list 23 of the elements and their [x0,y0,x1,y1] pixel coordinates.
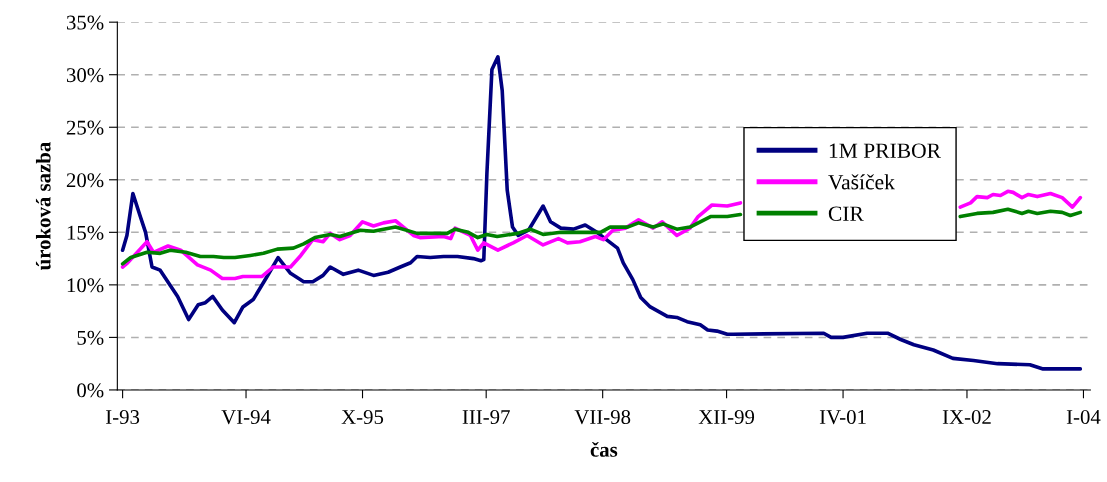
x-tick-label: III-97 [462,410,510,425]
x-tick-label: XII-99 [698,410,755,425]
x-tick-label: IV-01 [819,409,866,425]
y-tick-label: 5% [77,330,104,345]
y-axis-title: úroková sazba [35,142,51,271]
series-label: CIR [828,206,864,221]
legend-label: 1M PRIBOR [829,143,941,158]
y-tick-label: 10% [67,278,104,293]
y-tick-label: 20% [66,173,104,188]
x-tick-label: VII-98 [574,409,631,425]
x-axis-title: čas [590,441,618,457]
legend-label: Vašíček [828,174,895,190]
x-tick-label: I-04 [1066,409,1101,425]
y-tick-label: 0% [77,383,104,398]
x-tick-label: I-93 [106,410,140,425]
y-tick-label: 30% [66,68,104,83]
y-tick-label: 25% [66,120,104,135]
x-tick-label: VI-94 [221,410,271,425]
y-tick-label: 15% [67,225,104,240]
y-tick-label: 35% [66,15,104,30]
x-tick-label: X-95 [341,410,384,425]
line-series [120,55,1083,371]
x-tick-label: IX-02 [942,409,991,425]
